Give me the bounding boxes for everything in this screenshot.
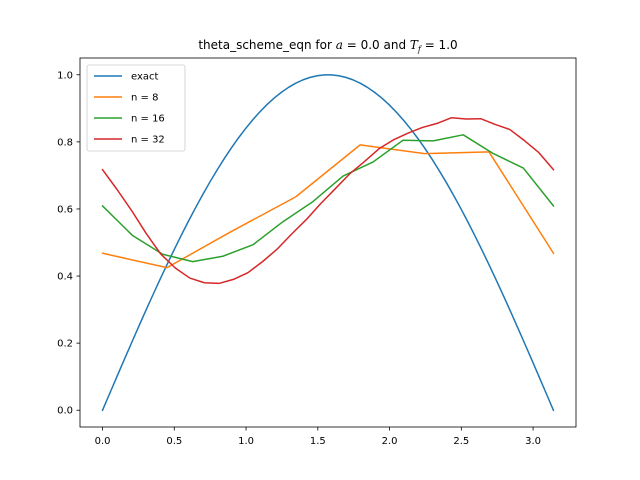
title-prefix: theta_scheme_eqn for	[198, 38, 335, 52]
title-mid: and	[380, 38, 410, 52]
title-t-value: = 1.0	[421, 38, 458, 52]
legend-label-n-8: n = 8	[131, 93, 158, 104]
title-t-subscript: f	[417, 45, 423, 54]
series-line-n-32	[101, 116, 555, 285]
y-tick-label: 0.4	[57, 272, 73, 283]
title-a-symbol: a	[336, 38, 343, 52]
x-tick-label: 0.0	[95, 436, 111, 447]
y-tick-label: 0.2	[57, 339, 73, 350]
x-tick-label: 2.5	[453, 436, 469, 447]
legend: exact n = 8 n = 16 n = 32	[86, 64, 186, 152]
title-t-symbol: T	[410, 38, 419, 52]
x-tick-label: 1.0	[238, 436, 254, 447]
x-tick-label: 3.0	[525, 436, 541, 447]
series-line-exact	[101, 74, 555, 412]
legend-label-n-32: n = 32	[131, 135, 165, 146]
y-axis: 0.0 0.2 0.4 0.6 0.8 1.0	[57, 70, 80, 417]
x-tick-label: 0.5	[166, 436, 182, 447]
chart-title: theta_scheme_eqn for a = 0.0 and Tf = 1.…	[198, 38, 457, 54]
x-tick-label: 2.0	[382, 436, 398, 447]
y-tick-label: 0.0	[57, 406, 73, 417]
y-tick-label: 0.6	[57, 204, 73, 215]
series-layer	[101, 74, 555, 412]
y-tick-label: 0.8	[57, 137, 73, 148]
title-a-value: = 0.0	[343, 38, 380, 52]
y-tick-label: 1.0	[57, 70, 73, 81]
series-line-n-8	[101, 144, 555, 269]
series-line-n-16	[101, 134, 555, 263]
legend-label-exact: exact	[131, 72, 159, 83]
legend-box	[86, 64, 186, 152]
axes-frame	[79, 57, 577, 428]
x-axis: 0.0 0.5 1.0 1.5 2.0 2.5 3.0	[95, 427, 541, 447]
plot-area	[79, 57, 577, 428]
x-tick-label: 1.5	[310, 436, 326, 447]
legend-label-n-16: n = 16	[131, 114, 165, 125]
